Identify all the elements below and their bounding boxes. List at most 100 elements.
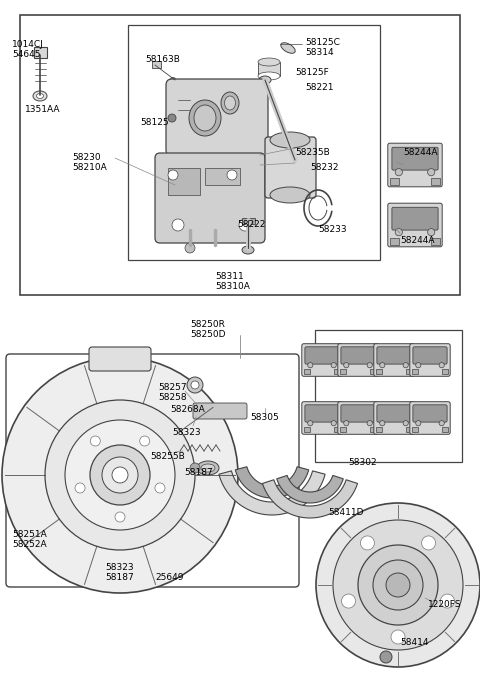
- Circle shape: [308, 363, 313, 368]
- FancyBboxPatch shape: [413, 405, 447, 422]
- Bar: [412, 427, 418, 433]
- Bar: [152, 61, 161, 68]
- Bar: [370, 369, 376, 374]
- Circle shape: [45, 400, 195, 550]
- Bar: [390, 238, 399, 245]
- Text: 58163B: 58163B: [145, 55, 180, 64]
- Ellipse shape: [270, 132, 310, 148]
- Circle shape: [155, 483, 165, 493]
- Ellipse shape: [189, 100, 221, 136]
- FancyBboxPatch shape: [89, 347, 151, 371]
- Text: 58235B: 58235B: [295, 148, 330, 157]
- Bar: [304, 369, 310, 374]
- Text: 58250R
58250D: 58250R 58250D: [190, 320, 226, 339]
- FancyBboxPatch shape: [392, 148, 438, 170]
- Circle shape: [395, 169, 402, 176]
- Ellipse shape: [258, 58, 280, 66]
- Bar: [431, 238, 440, 245]
- Polygon shape: [219, 471, 325, 515]
- FancyBboxPatch shape: [377, 347, 411, 364]
- Bar: [406, 427, 412, 433]
- Bar: [370, 427, 376, 433]
- FancyBboxPatch shape: [302, 401, 342, 435]
- Circle shape: [360, 536, 374, 550]
- Circle shape: [190, 463, 200, 473]
- Ellipse shape: [169, 77, 177, 87]
- Text: 58268A: 58268A: [170, 405, 205, 414]
- Circle shape: [403, 363, 408, 368]
- Circle shape: [2, 357, 238, 593]
- Circle shape: [90, 445, 150, 505]
- Circle shape: [344, 420, 349, 426]
- Circle shape: [187, 377, 203, 393]
- Ellipse shape: [197, 461, 219, 475]
- Text: 58257
58258: 58257 58258: [158, 383, 187, 402]
- FancyBboxPatch shape: [374, 344, 414, 376]
- Bar: [258, 62, 280, 76]
- Circle shape: [308, 420, 313, 426]
- Circle shape: [102, 457, 138, 493]
- Bar: [376, 369, 382, 374]
- Text: 58414: 58414: [400, 638, 429, 647]
- Circle shape: [75, 483, 85, 493]
- Circle shape: [65, 420, 175, 530]
- Circle shape: [386, 573, 410, 597]
- Circle shape: [367, 420, 372, 426]
- Ellipse shape: [270, 187, 310, 203]
- Text: 58230
58210A: 58230 58210A: [72, 153, 107, 173]
- Text: 1351AA: 1351AA: [25, 105, 60, 114]
- FancyBboxPatch shape: [410, 344, 450, 376]
- FancyBboxPatch shape: [305, 405, 339, 422]
- FancyBboxPatch shape: [413, 347, 447, 364]
- Ellipse shape: [242, 246, 254, 254]
- FancyBboxPatch shape: [302, 344, 342, 376]
- Ellipse shape: [258, 72, 280, 80]
- Circle shape: [342, 594, 356, 608]
- Circle shape: [191, 381, 199, 389]
- Circle shape: [140, 436, 150, 446]
- FancyBboxPatch shape: [392, 207, 438, 230]
- Bar: [315, 330, 462, 462]
- Bar: [340, 369, 346, 374]
- Circle shape: [439, 363, 444, 368]
- Ellipse shape: [281, 43, 295, 53]
- FancyBboxPatch shape: [374, 401, 414, 435]
- Circle shape: [172, 219, 184, 231]
- Ellipse shape: [201, 464, 215, 472]
- Circle shape: [395, 229, 402, 236]
- Text: 58251A
58252A: 58251A 58252A: [12, 530, 47, 550]
- Text: 58232: 58232: [310, 163, 338, 172]
- Circle shape: [331, 363, 336, 368]
- Text: 58323: 58323: [172, 428, 201, 437]
- Text: 58244A: 58244A: [400, 236, 434, 245]
- Circle shape: [344, 363, 349, 368]
- FancyBboxPatch shape: [155, 153, 265, 243]
- FancyBboxPatch shape: [388, 203, 442, 247]
- Circle shape: [185, 243, 195, 253]
- Circle shape: [331, 420, 336, 426]
- Text: 25649: 25649: [155, 573, 183, 582]
- Bar: [128, 25, 380, 260]
- FancyBboxPatch shape: [305, 347, 339, 364]
- Text: 58411D: 58411D: [328, 508, 363, 517]
- FancyBboxPatch shape: [338, 344, 378, 376]
- Text: 58125C
58314: 58125C 58314: [305, 38, 340, 58]
- FancyBboxPatch shape: [377, 405, 411, 422]
- Circle shape: [391, 630, 405, 644]
- Ellipse shape: [33, 91, 47, 101]
- Bar: [205, 168, 240, 185]
- Ellipse shape: [225, 96, 236, 110]
- FancyBboxPatch shape: [166, 79, 268, 156]
- Bar: [242, 218, 255, 224]
- Bar: [340, 427, 346, 433]
- FancyBboxPatch shape: [341, 347, 375, 364]
- Bar: [390, 177, 399, 185]
- Text: 58305: 58305: [250, 413, 279, 422]
- Circle shape: [380, 363, 385, 368]
- Bar: [376, 427, 382, 433]
- Circle shape: [373, 560, 423, 610]
- Text: 58311
58310A: 58311 58310A: [215, 272, 250, 291]
- Bar: [334, 369, 340, 374]
- FancyBboxPatch shape: [388, 144, 442, 187]
- Ellipse shape: [289, 154, 299, 162]
